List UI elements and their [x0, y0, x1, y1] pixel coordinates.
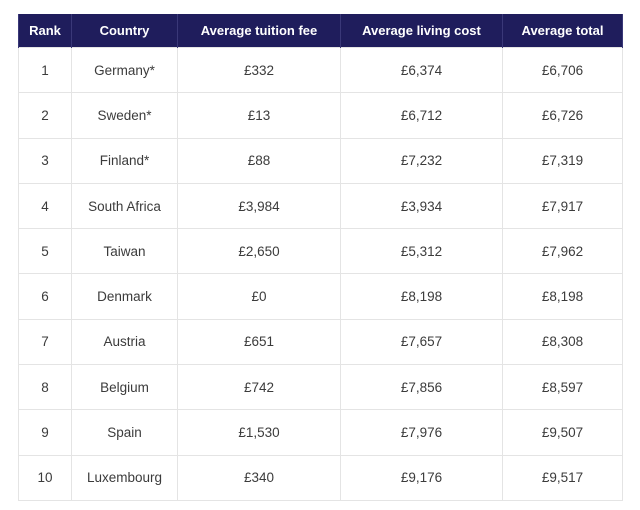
cell-country: Finland* [71, 137, 178, 184]
cell-country: Austria [71, 318, 178, 366]
header-country: Country [71, 14, 178, 48]
ranking-table-container: Rank Country Average tuition fee Average… [18, 14, 623, 501]
cell-rank: 8 [18, 364, 72, 411]
table-row: 7 Austria £651 £7,657 £8,308 [18, 318, 623, 366]
cell-country: South Africa [71, 182, 178, 230]
cell-total: £9,507 [502, 409, 623, 456]
cell-tuition-fee: £3,984 [177, 182, 341, 230]
table-row: 4 South Africa £3,984 £3,934 £7,917 [18, 182, 623, 230]
table-row: 2 Sweden* £13 £6,712 £6,726 [18, 92, 623, 139]
cell-living-cost: £5,312 [340, 228, 503, 275]
cell-total: £6,726 [502, 92, 623, 139]
cell-country: Denmark [71, 273, 178, 320]
cell-tuition-fee: £651 [177, 318, 341, 366]
cell-living-cost: £6,712 [340, 92, 503, 139]
header-rank: Rank [18, 14, 72, 48]
table-row: 8 Belgium £742 £7,856 £8,597 [18, 364, 623, 411]
cell-living-cost: £7,856 [340, 364, 503, 411]
cell-total: £7,962 [502, 228, 623, 275]
cell-tuition-fee: £2,650 [177, 228, 341, 275]
cell-rank: 9 [18, 409, 72, 456]
table-body: 1 Germany* £332 £6,374 £6,706 2 Sweden* £13 £6,7… [18, 46, 623, 501]
cell-rank: 6 [18, 273, 72, 320]
cell-total: £6,706 [502, 46, 623, 94]
cell-rank: 10 [18, 454, 72, 501]
cell-tuition-fee: £332 [177, 46, 341, 94]
cell-country: Germany* [71, 46, 178, 94]
cell-living-cost: £7,976 [340, 409, 503, 456]
cell-tuition-fee: £0 [177, 273, 341, 320]
cell-rank: 7 [18, 318, 72, 366]
ranking-table: Rank Country Average tuition fee Average… [18, 14, 623, 501]
cell-living-cost: £9,176 [340, 454, 503, 501]
cell-total: £9,517 [502, 454, 623, 501]
cell-tuition-fee: £88 [177, 137, 341, 184]
table-row: 6 Denmark £0 £8,198 £8,198 [18, 273, 623, 320]
cell-country: Sweden* [71, 92, 178, 139]
table-row: 9 Spain £1,530 £7,976 £9,507 [18, 409, 623, 456]
cell-country: Belgium [71, 364, 178, 411]
cell-living-cost: £7,657 [340, 318, 503, 366]
cell-country: Spain [71, 409, 178, 456]
header-row: Rank Country Average tuition fee Average… [18, 14, 623, 48]
cell-country: Taiwan [71, 228, 178, 275]
cell-living-cost: £7,232 [340, 137, 503, 184]
cell-total: £7,917 [502, 182, 623, 230]
cell-country: Luxembourg [71, 454, 178, 501]
cell-rank: 5 [18, 228, 72, 275]
cell-total: £8,308 [502, 318, 623, 366]
header-average-tuition-fee: Average tuition fee [177, 14, 341, 48]
cell-tuition-fee: £742 [177, 364, 341, 411]
table-row: 3 Finland* £88 £7,232 £7,319 [18, 137, 623, 184]
header-average-living-cost: Average living cost [340, 14, 503, 48]
table-header: Rank Country Average tuition fee Average… [18, 14, 623, 48]
cell-rank: 3 [18, 137, 72, 184]
cell-total: £8,597 [502, 364, 623, 411]
table-row: 10 Luxembourg £340 £9,176 £9,517 [18, 454, 623, 501]
cell-living-cost: £8,198 [340, 273, 503, 320]
cell-total: £8,198 [502, 273, 623, 320]
cell-total: £7,319 [502, 137, 623, 184]
table-row: 1 Germany* £332 £6,374 £6,706 [18, 46, 623, 94]
cell-rank: 2 [18, 92, 72, 139]
cell-rank: 4 [18, 182, 72, 230]
cell-rank: 1 [18, 46, 72, 94]
header-average-total: Average total [502, 14, 623, 48]
cell-tuition-fee: £13 [177, 92, 341, 139]
cell-tuition-fee: £340 [177, 454, 341, 501]
cell-living-cost: £6,374 [340, 46, 503, 94]
cell-living-cost: £3,934 [340, 182, 503, 230]
cell-tuition-fee: £1,530 [177, 409, 341, 456]
table-row: 5 Taiwan £2,650 £5,312 £7,962 [18, 228, 623, 275]
